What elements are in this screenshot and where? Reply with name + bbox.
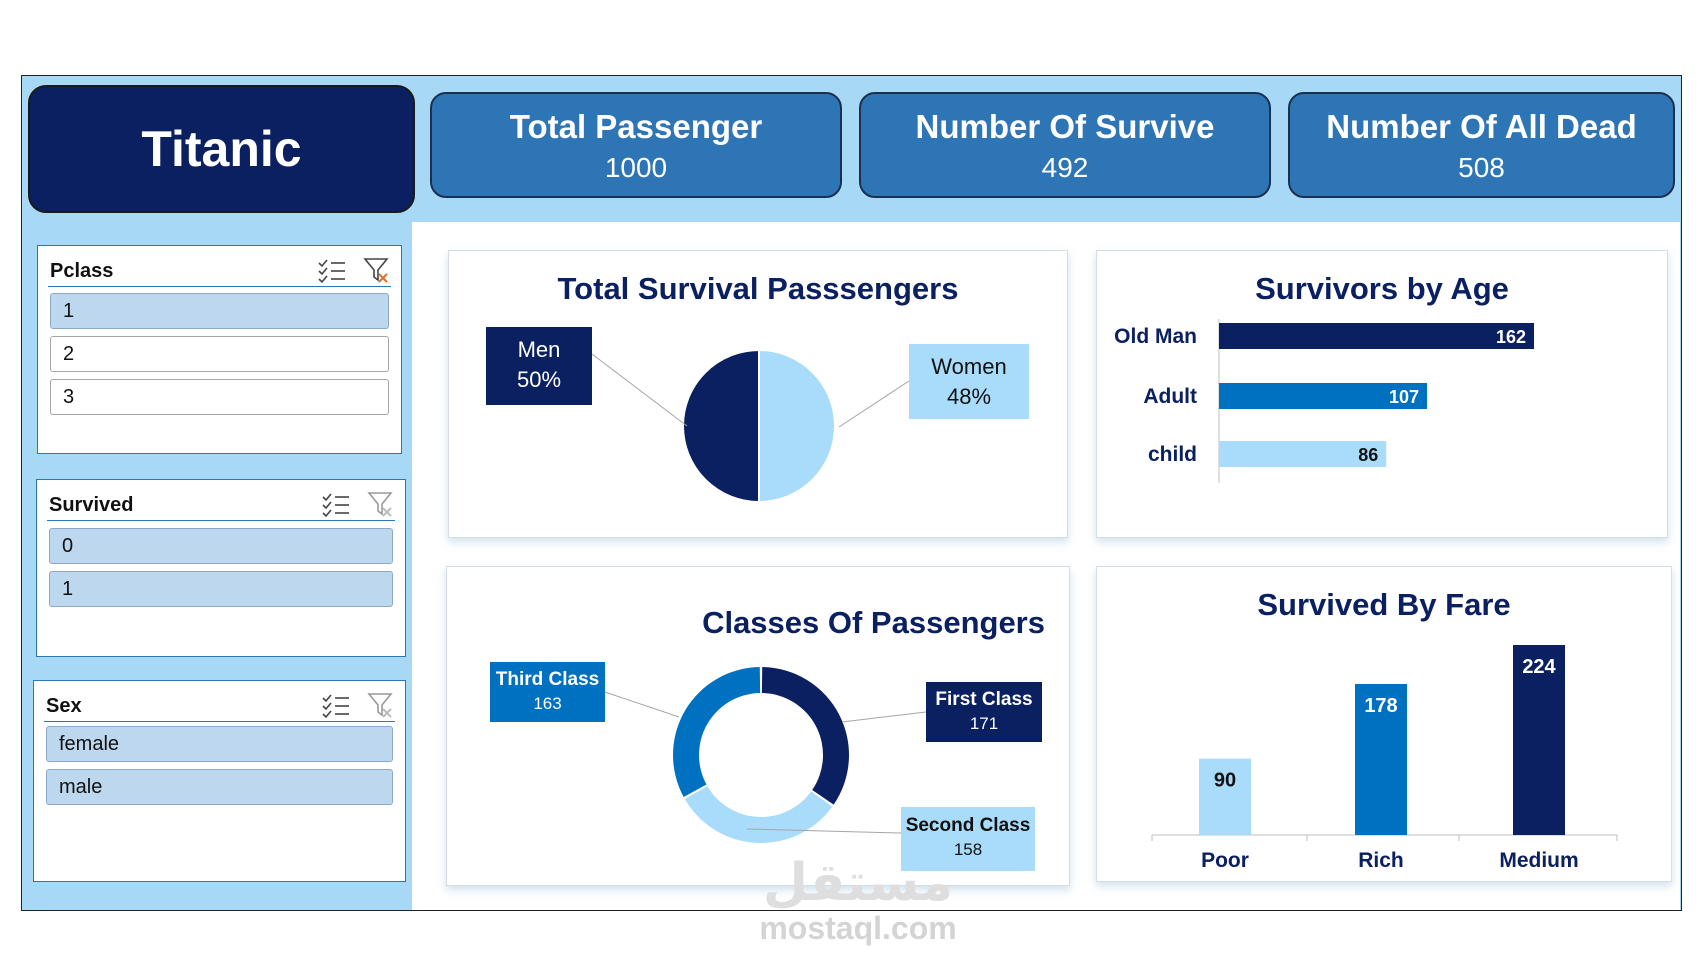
leader-line	[591, 353, 688, 427]
slicer-title: Pclass	[50, 260, 114, 282]
slicer-sex: Sex female male	[33, 680, 406, 882]
callout-women: Women 48%	[909, 344, 1029, 419]
slicer-item[interactable]: 1	[50, 293, 389, 329]
bar-rich	[1355, 684, 1407, 835]
clear-filter-icon[interactable]	[367, 492, 393, 517]
multi-select-icon[interactable]	[322, 694, 349, 719]
classes-donut-chart	[604, 667, 927, 843]
clear-filter-icon[interactable]	[367, 693, 393, 718]
callout-second-class: Second Class 158	[901, 807, 1035, 871]
bar-adult	[1219, 383, 1428, 409]
slicer-header: Sex	[44, 689, 395, 722]
callout-label: Men	[517, 337, 561, 362]
chart-title: Survived By Fare	[1257, 587, 1511, 622]
slicer-item-label: female	[59, 733, 120, 755]
donut-segment-third-class	[673, 667, 761, 797]
data-label: 162	[1496, 327, 1526, 347]
data-label: 224	[1522, 656, 1556, 678]
slicer-item[interactable]: 2	[50, 336, 389, 372]
kpi-value: 492	[1041, 152, 1089, 183]
slicer-item-label: male	[59, 776, 103, 798]
callout-value: 158	[953, 840, 983, 859]
data-label: 107	[1389, 387, 1419, 407]
category-label: Rich	[1358, 849, 1404, 872]
age-bar-chart: Old Man 162 Adult 107 child 86	[1114, 319, 1534, 483]
dashboard-title-card: Titanic	[28, 85, 415, 213]
slicer-item-label: 1	[63, 300, 75, 322]
pie-slice-women	[758, 348, 836, 504]
callout-label: Women	[931, 354, 1007, 379]
slicer-item[interactable]: 0	[49, 528, 393, 564]
chart-title: Total Survival Passsengers	[557, 271, 959, 306]
category-label: Medium	[1499, 849, 1578, 872]
callout-value: 48%	[946, 384, 992, 409]
slicer-header: Pclass	[48, 254, 391, 287]
data-label: 178	[1364, 695, 1397, 717]
slicer-item-label: 3	[63, 386, 75, 408]
data-label: 86	[1358, 445, 1378, 465]
kpi-label: Number Of All Dead	[1326, 108, 1637, 145]
slicer-item[interactable]: female	[46, 726, 393, 762]
slicer-item[interactable]: 3	[50, 379, 389, 415]
callout-label: Third Class	[495, 669, 600, 690]
callout-value: 163	[533, 694, 562, 713]
fare-bar-chart: 90 Poor 178 Rich 224 Medium	[1151, 645, 1618, 872]
chart-survivors-by-age: Survivors by Age Old Man 162 Adult 107 child…	[1096, 250, 1668, 538]
kpi-value: 1000	[604, 152, 668, 183]
slicer-title: Survived	[49, 494, 134, 516]
slicer-item-label: 2	[63, 343, 75, 365]
watermark: مستقل mostaql.com	[748, 855, 968, 945]
donut-segment-second-class	[684, 786, 833, 843]
callout-label: Second Class	[905, 815, 1031, 836]
bar-poor	[1199, 758, 1251, 835]
leader-line	[746, 828, 902, 834]
watermark-arabic: مستقل	[762, 854, 954, 912]
leader-line	[604, 691, 680, 718]
chart-survived-by-fare: Survived By Fare 90 Poor 178 Rich 224 Medium	[1096, 566, 1672, 882]
kpi-number-of-all-dead: Number Of All Dead 508	[1288, 92, 1675, 198]
clear-filter-icon[interactable]	[363, 258, 389, 283]
leader-line	[841, 711, 927, 723]
slicer-item[interactable]: 1	[49, 571, 393, 607]
kpi-label: Total Passenger	[509, 108, 763, 145]
callout-men: Men 50%	[486, 327, 592, 405]
chart-classes-of-passengers: Classes Of Passengers Third Class 163 Fi…	[446, 566, 1070, 886]
data-label: 90	[1214, 770, 1236, 792]
dashboard-title: Titanic	[141, 121, 302, 177]
slicer-item[interactable]: male	[46, 769, 393, 805]
bar-medium	[1513, 645, 1565, 835]
watermark-latin: mostaql.com	[759, 910, 957, 946]
category-label: Poor	[1201, 849, 1249, 872]
bar-old-man	[1219, 323, 1534, 349]
slicer-survived: Survived 0 1	[36, 479, 406, 657]
slicer-header: Survived	[47, 488, 395, 521]
category-label: child	[1148, 443, 1197, 466]
category-label: Adult	[1143, 385, 1197, 408]
chart-title: Classes Of Passengers	[702, 605, 1045, 640]
donut-segment-first-class	[761, 667, 849, 805]
chart-total-survival: Total Survival Passsengers Men 50% Women…	[448, 250, 1068, 538]
survival-pie-chart	[591, 348, 910, 504]
kpi-label: Number Of Survive	[915, 108, 1215, 145]
pie-slice-men	[682, 348, 760, 504]
bar-child	[1219, 441, 1387, 467]
callout-value: 50%	[516, 367, 562, 392]
category-label: Old Man	[1114, 325, 1197, 348]
multi-select-icon[interactable]	[318, 259, 345, 284]
chart-title: Survivors by Age	[1255, 271, 1509, 306]
kpi-number-of-survive: Number Of Survive 492	[859, 92, 1271, 198]
slicer-item-label: 1	[62, 578, 74, 600]
callout-label: First Class	[935, 689, 1033, 710]
kpi-total-passenger: Total Passenger 1000	[430, 92, 842, 198]
slicer-pclass: Pclass 1 2 3	[37, 245, 402, 454]
kpi-value: 508	[1458, 152, 1505, 183]
callout-third-class: Third Class 163	[490, 662, 605, 722]
leader-line	[838, 380, 910, 428]
callout-first-class: First Class 171	[926, 682, 1042, 742]
slicer-title: Sex	[46, 695, 82, 717]
callout-value: 171	[969, 714, 999, 733]
multi-select-icon[interactable]	[322, 493, 349, 518]
slicer-item-label: 0	[62, 535, 74, 557]
